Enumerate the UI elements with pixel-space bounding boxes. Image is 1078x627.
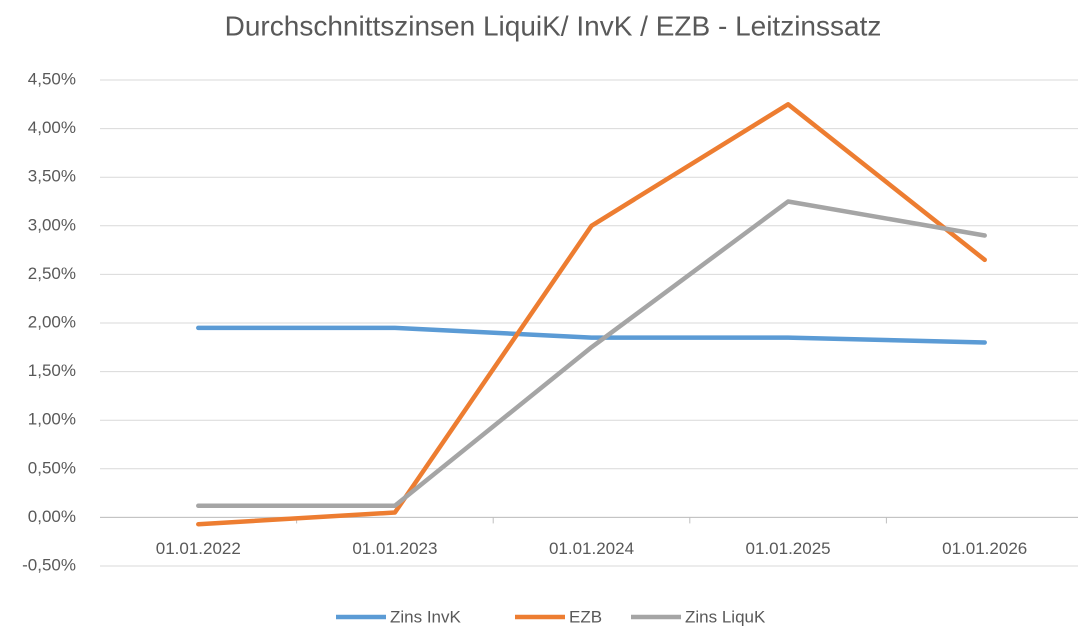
series-line [196,199,987,508]
x-tick-label: 01.01.2025 [746,539,831,558]
y-tick-label: -0,50% [22,555,76,574]
x-tick-label: 01.01.2026 [942,539,1027,558]
series-line [196,102,987,527]
x-tick-label: 01.01.2024 [549,539,634,558]
y-tick-label: 0,00% [28,507,76,526]
y-tick-label: 3,00% [28,215,76,234]
y-tick-label: 1,00% [28,410,76,429]
y-tick-label: 4,00% [28,118,76,137]
legend-label: Zins LiquK [685,607,766,626]
legend-label: EZB [569,607,602,626]
legend-label: Zins InvK [390,607,462,626]
x-tick-label: 01.01.2023 [352,539,437,558]
y-tick-label: 2,50% [28,264,76,283]
y-tick-label: 2,00% [28,312,76,331]
y-tick-label: 1,50% [28,361,76,380]
y-tick-label: 0,50% [28,458,76,477]
series-line [196,325,987,345]
chart-title: Durchschnittszinsen LiquiK/ InvK / EZB -… [225,10,882,41]
x-tick-label: 01.01.2022 [156,539,241,558]
y-tick-label: 4,50% [28,69,76,88]
y-tick-label: 3,50% [28,167,76,186]
